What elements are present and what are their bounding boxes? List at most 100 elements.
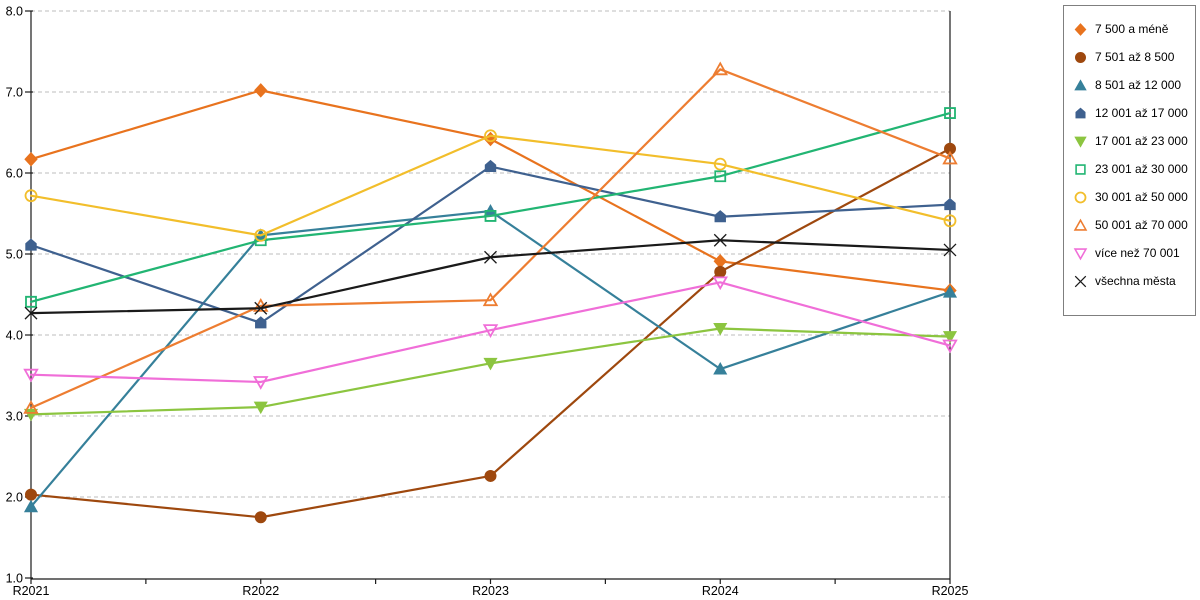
circle-marker-icon bbox=[1075, 51, 1086, 63]
data-point-marker bbox=[253, 401, 268, 415]
data-point-marker bbox=[482, 324, 499, 338]
legend-item: 12 001 až 17 000 bbox=[1073, 99, 1188, 127]
triangle-up-marker-icon bbox=[1073, 218, 1088, 231]
legend-item: 8 501 až 12 000 bbox=[1073, 71, 1187, 99]
series-3 bbox=[25, 159, 956, 329]
legend-label: 7 501 až 8 500 bbox=[1095, 50, 1175, 64]
legend-item: 7 500 a méně bbox=[1073, 15, 1187, 43]
data-point-marker bbox=[482, 292, 499, 307]
y-tick-label: 7.0 bbox=[6, 86, 23, 100]
y-tick-label: 3.0 bbox=[6, 410, 23, 424]
series-8 bbox=[23, 276, 958, 390]
data-point-marker bbox=[25, 238, 37, 251]
circle-marker-icon bbox=[1074, 191, 1087, 203]
series-4 bbox=[23, 323, 958, 422]
series-line bbox=[29, 111, 952, 303]
legend-item: 17 001 až 23 000 bbox=[1073, 127, 1188, 155]
x-marker-icon bbox=[1074, 275, 1087, 287]
x-tick-label: R2023 bbox=[472, 584, 509, 598]
data-point-marker bbox=[483, 357, 498, 371]
legend-label: 50 001 až 70 000 bbox=[1095, 218, 1188, 232]
data-point-marker bbox=[942, 339, 958, 354]
data-point-marker bbox=[23, 400, 39, 414]
series-line bbox=[29, 327, 952, 416]
series-6 bbox=[24, 129, 957, 242]
x-tick-label: R2021 bbox=[13, 584, 50, 598]
data-point-marker bbox=[23, 499, 39, 513]
data-point-marker bbox=[25, 295, 37, 308]
data-point-marker bbox=[484, 210, 497, 222]
data-point-marker bbox=[713, 323, 728, 336]
square-marker-icon bbox=[1075, 163, 1086, 175]
data-point-marker bbox=[712, 61, 728, 76]
x-tick-label: R2022 bbox=[242, 584, 279, 598]
legend-label: 23 001 až 30 000 bbox=[1095, 162, 1188, 176]
pentagon-marker-icon bbox=[1075, 107, 1086, 118]
data-point-marker bbox=[944, 197, 956, 211]
series-line bbox=[29, 281, 952, 384]
series-line bbox=[29, 134, 952, 237]
data-point-marker bbox=[713, 157, 727, 171]
data-point-marker bbox=[943, 243, 957, 257]
series-9 bbox=[24, 233, 957, 320]
y-tick-label: 1.0 bbox=[6, 572, 23, 586]
legend-label: 17 001 až 23 000 bbox=[1095, 134, 1188, 148]
data-point-marker bbox=[254, 228, 268, 242]
triangle-up-marker-icon bbox=[1074, 78, 1087, 90]
data-point-marker bbox=[712, 276, 728, 291]
data-point-marker bbox=[944, 107, 956, 119]
y-tick-label: 2.0 bbox=[6, 491, 23, 505]
y-tick-label: 6.0 bbox=[6, 167, 23, 181]
legend-item: 23 001 až 30 000 bbox=[1073, 155, 1188, 183]
data-point-marker bbox=[942, 285, 958, 298]
data-point-marker bbox=[254, 83, 268, 98]
legend-item: více než 70 001 bbox=[1073, 239, 1187, 267]
legend-item: 50 001 až 70 000 bbox=[1073, 211, 1188, 239]
data-point-marker bbox=[23, 368, 39, 383]
y-tick-label: 4.0 bbox=[6, 329, 23, 343]
series-line bbox=[29, 147, 952, 519]
data-point-marker bbox=[713, 362, 728, 375]
diamond-marker-icon bbox=[1074, 22, 1087, 36]
y-tick-label: 8.0 bbox=[6, 5, 23, 19]
data-point-marker bbox=[943, 214, 957, 228]
data-point-marker bbox=[942, 150, 958, 165]
triangle-down-marker-icon bbox=[1073, 247, 1088, 260]
data-point-marker bbox=[255, 316, 267, 329]
y-tick-label: 5.0 bbox=[6, 248, 23, 262]
legend-label: 30 001 až 50 000 bbox=[1095, 190, 1188, 204]
data-point-marker bbox=[25, 488, 37, 501]
data-point-marker bbox=[714, 170, 727, 183]
x-tick-label: R2025 bbox=[932, 584, 969, 598]
legend-label: všechna města bbox=[1095, 274, 1176, 288]
legend-label: více než 70 001 bbox=[1095, 246, 1180, 260]
triangle-down-marker-icon bbox=[1074, 136, 1087, 148]
series-line bbox=[29, 89, 952, 292]
data-point-marker bbox=[24, 189, 38, 203]
data-point-marker bbox=[714, 210, 726, 223]
data-point-marker bbox=[254, 301, 268, 315]
legend-label: 7 500 a méně bbox=[1095, 22, 1169, 36]
data-point-marker bbox=[484, 159, 497, 173]
legend-item: 30 001 až 50 000 bbox=[1073, 183, 1188, 211]
data-point-marker bbox=[942, 331, 958, 344]
data-point-marker bbox=[253, 376, 269, 390]
data-point-marker bbox=[484, 469, 497, 482]
data-point-marker bbox=[24, 151, 38, 167]
legend: 7 500 a méně 7 501 až 8 500 8 501 až 12 00… bbox=[1063, 5, 1196, 316]
legend-label: 8 501 až 12 000 bbox=[1095, 78, 1182, 92]
data-point-marker bbox=[714, 265, 727, 278]
data-point-marker bbox=[254, 511, 267, 524]
series-line bbox=[29, 68, 952, 409]
data-point-marker bbox=[24, 306, 38, 320]
legend-item: všechna města bbox=[1073, 267, 1187, 295]
chart-svg: 1.0 2.0 3.0 4.0 5.0 6.0 7.0 8.0 R2021 R2022 R2023 R… bbox=[6, 5, 969, 599]
data-point-marker bbox=[713, 233, 727, 247]
legend-label: 12 001 až 17 000 bbox=[1095, 106, 1188, 120]
x-tick-label: R2024 bbox=[702, 584, 739, 598]
legend-item: 7 501 až 8 500 bbox=[1073, 43, 1187, 71]
data-point-marker bbox=[484, 250, 497, 264]
series-line bbox=[29, 239, 952, 315]
line-chart: 1.0 2.0 3.0 4.0 5.0 6.0 7.0 8.0 R2021 R2022 R2023 R… bbox=[6, 5, 969, 599]
